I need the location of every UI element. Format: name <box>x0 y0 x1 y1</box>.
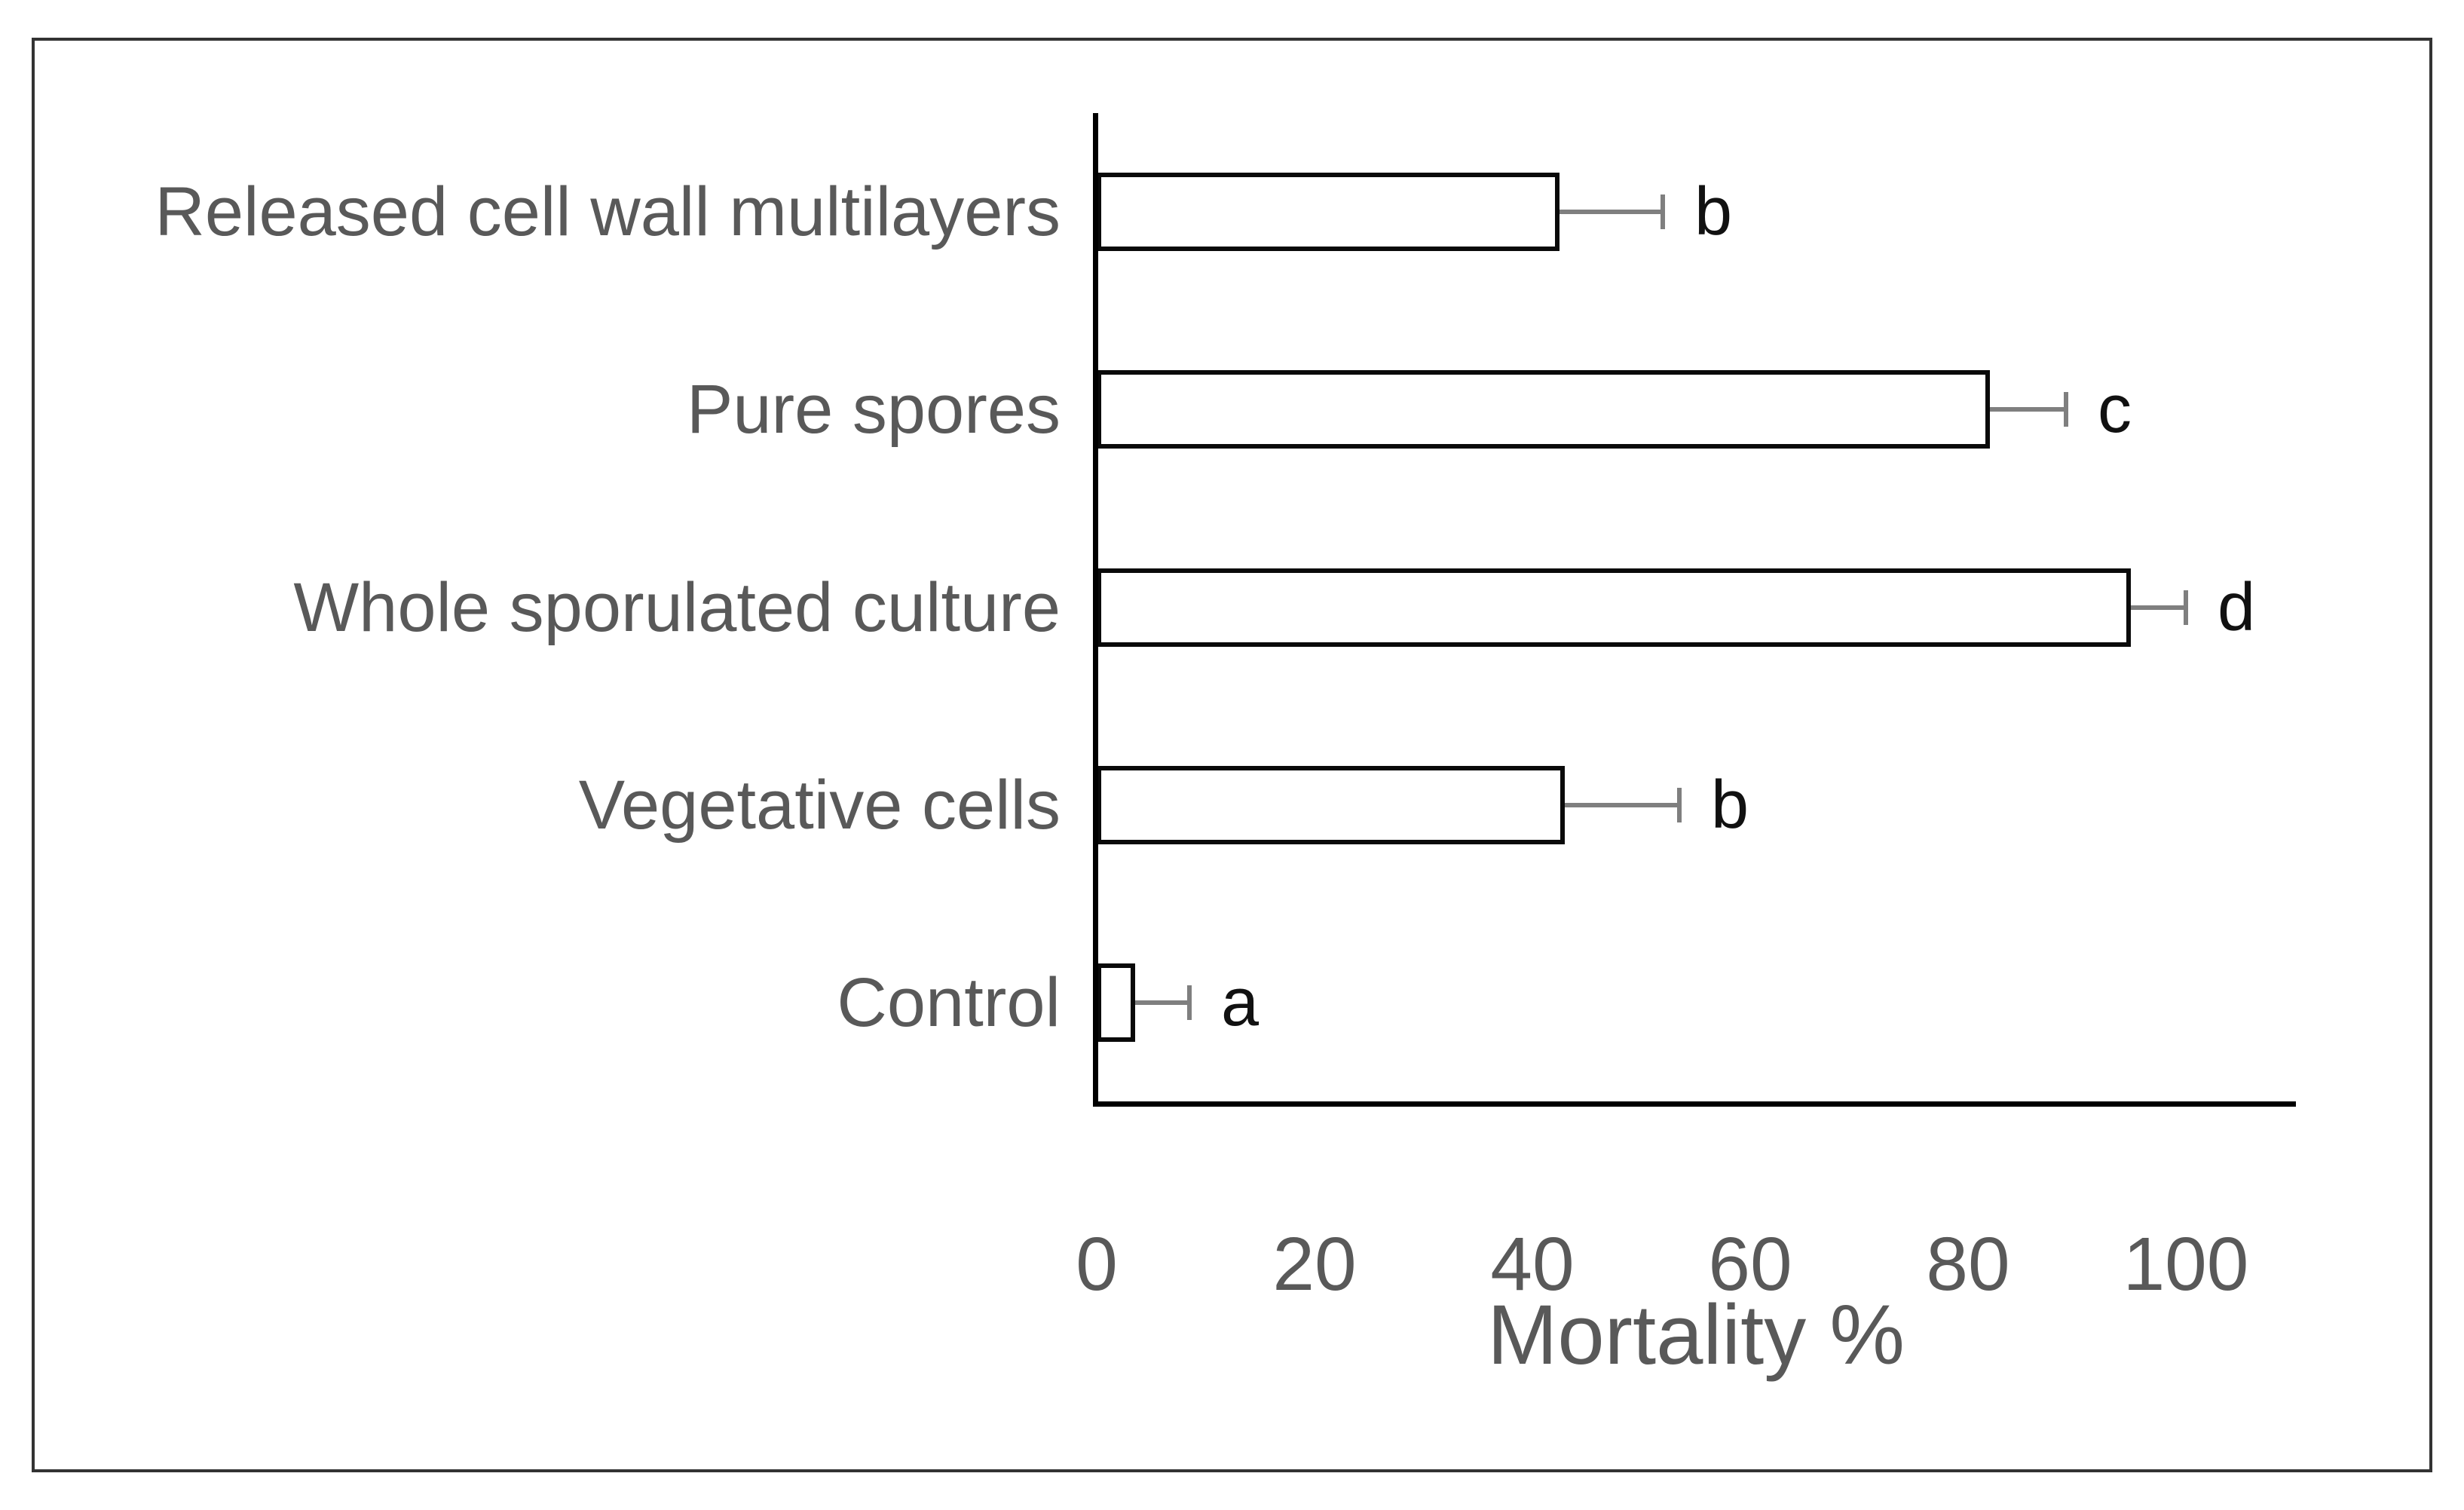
error-bar-cap <box>2184 590 2188 625</box>
error-bar-cap <box>1677 788 1682 822</box>
significance-letter: c <box>2098 371 2132 447</box>
category-label: Vegetative cells <box>578 766 1061 844</box>
x-tick-label: 20 <box>1272 1222 1357 1306</box>
category-label: Released cell wall multilayers <box>155 173 1061 250</box>
bar <box>1097 766 1565 844</box>
error-bar-cap <box>1661 194 1665 229</box>
x-axis-line <box>1093 1101 2296 1107</box>
bar <box>1097 173 1560 251</box>
bar <box>1097 370 1990 449</box>
significance-letter: b <box>1711 767 1749 843</box>
category-label: Pure spores <box>686 370 1061 448</box>
x-tick-label: 80 <box>1926 1222 2010 1306</box>
error-bar-line <box>2131 605 2185 610</box>
x-tick-label: 100 <box>2123 1222 2249 1306</box>
significance-letter: a <box>1221 964 1260 1040</box>
category-label: Control <box>837 963 1061 1041</box>
error-bar-line <box>1135 1000 1189 1005</box>
error-bar-line <box>1990 407 2066 412</box>
bar <box>1097 568 2131 647</box>
error-bar-cap <box>2064 392 2068 427</box>
x-axis-title: Mortality % <box>1487 1288 1905 1382</box>
x-tick-label: 60 <box>1708 1222 1792 1306</box>
x-tick-label: 0 <box>1076 1222 1118 1306</box>
significance-letter: b <box>1694 173 1733 250</box>
bar <box>1097 963 1135 1042</box>
error-bar-line <box>1565 803 1679 807</box>
category-label: Whole sporulated culture <box>293 568 1061 646</box>
error-bar-line <box>1560 210 1663 214</box>
error-bar-cap <box>1187 985 1192 1020</box>
significance-letter: d <box>2218 569 2256 645</box>
figure-frame <box>32 38 2432 1472</box>
x-tick-label: 40 <box>1490 1222 1575 1306</box>
y-axis-line <box>1093 113 1098 1107</box>
